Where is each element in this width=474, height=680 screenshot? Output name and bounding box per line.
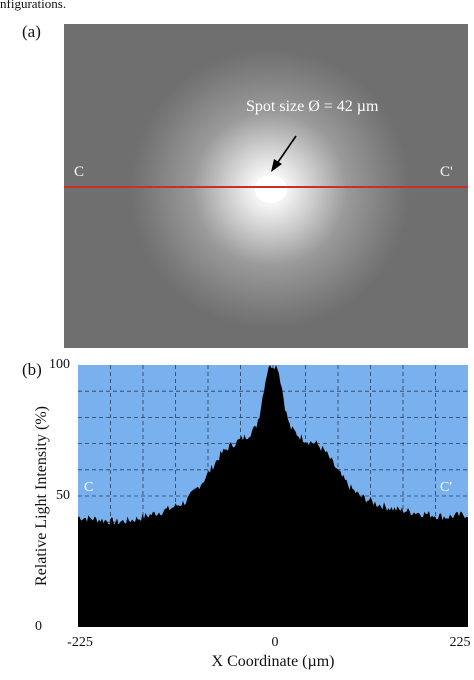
spot-photo: Spot size Ø = 42 µm C C': [64, 24, 468, 348]
x-axis-label: X Coordinate (µm): [211, 653, 335, 670]
profile-line-end-label: C': [440, 480, 452, 495]
line-start-label: C: [74, 164, 84, 180]
caption-fragment: nfigurations.: [0, 0, 67, 11]
profile-line-start-label: C: [84, 480, 93, 495]
line-end-label: C': [440, 164, 453, 180]
panel-b-label: (b): [22, 360, 42, 379]
y-tick-label: 0: [35, 619, 42, 634]
annotation-arrow-shaft: [275, 135, 297, 166]
intensity-area: [78, 365, 468, 627]
x-tick-label: -225: [67, 635, 93, 650]
y-tick-label: 100: [49, 357, 70, 372]
annotation-arrow-head: [271, 159, 282, 172]
x-tick-label: 0: [271, 635, 279, 650]
laser-spot: [255, 175, 287, 203]
x-tick-label: 225: [449, 635, 471, 650]
intensity-profile-chart: C C': [78, 365, 468, 627]
y-tick-label: 50: [56, 488, 70, 503]
panel-a-label: (a): [22, 22, 41, 41]
spot-size-annotation: Spot size Ø = 42 µm: [246, 98, 379, 115]
